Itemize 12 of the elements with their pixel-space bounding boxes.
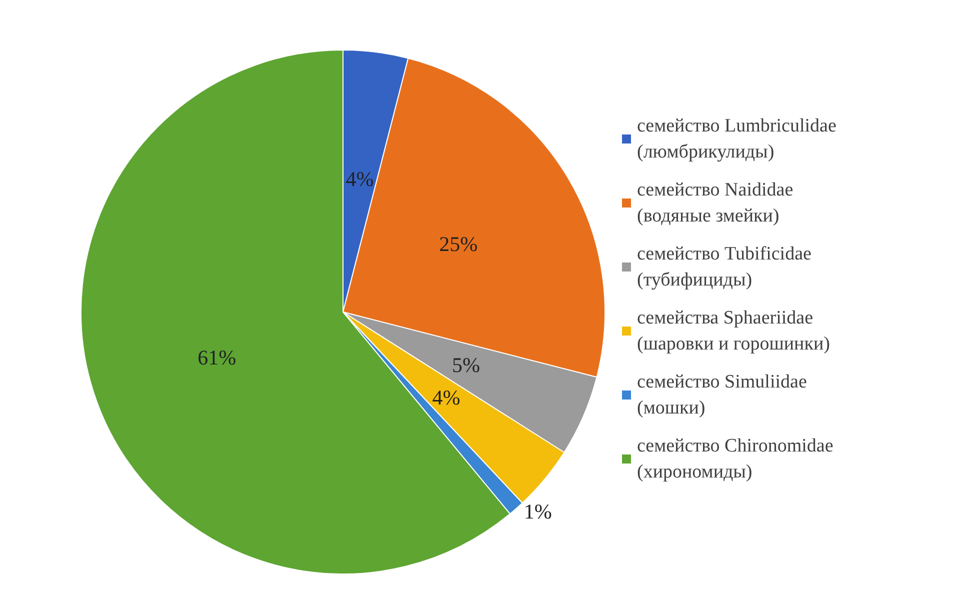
legend-label: семейства Sphaeriidae (шаровки и горошинки): [637, 308, 830, 354]
data-label: 5%: [452, 353, 480, 378]
legend-label: семейство Naididae (водяные змейки): [637, 180, 794, 226]
data-label: 25%: [439, 232, 478, 256]
data-label: 1%: [524, 500, 552, 524]
legend-label: семейство Chironomidae (хирономиды): [637, 436, 834, 482]
data-label: 4%: [346, 167, 374, 192]
data-label: 61%: [198, 345, 236, 370]
data-label: 4%: [432, 385, 460, 410]
legend-label: семейство Tubificidae (тубифициды): [637, 244, 812, 290]
legend-label: семейство Lumbriculidae (люмбрикулиды): [637, 116, 836, 162]
legend-label: семейство Simuliidae (мошки): [637, 372, 807, 418]
